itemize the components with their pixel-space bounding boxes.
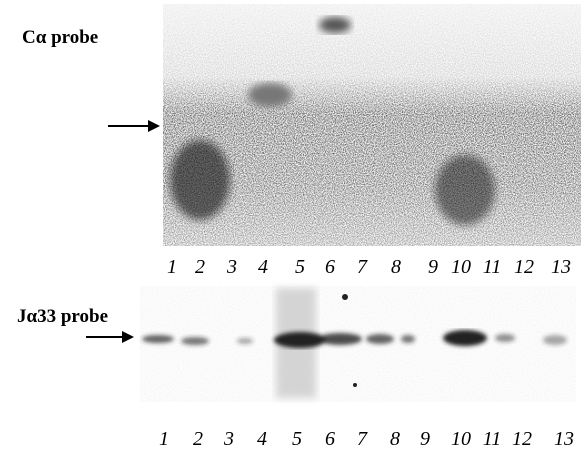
lane-label: 9 (420, 428, 430, 450)
lane-label: 13 (551, 256, 571, 278)
lane-label: 2 (195, 256, 205, 278)
lane-label: 2 (193, 428, 203, 450)
lane-label: 9 (428, 256, 438, 278)
lane-label: 11 (483, 256, 502, 278)
lane-label: 1 (167, 256, 177, 278)
lane-label: 7 (357, 428, 368, 450)
lane-label: 4 (257, 428, 267, 450)
lane-label: 5 (295, 256, 305, 278)
arrow-head (148, 120, 160, 132)
lane-label: 4 (258, 256, 268, 278)
lane-label: 8 (390, 428, 400, 450)
lane-label: 1 (159, 428, 169, 450)
lane-label: 3 (223, 428, 234, 450)
gel-top (163, 4, 581, 246)
lane-label: 6 (325, 428, 335, 450)
probe-label: Cα probe (22, 27, 98, 48)
probe-label: Jα33 probe (17, 306, 108, 327)
gel-bottom (140, 286, 576, 402)
lane-label: 8 (391, 256, 401, 278)
lane-label: 12 (514, 256, 534, 278)
lane-label: 12 (512, 428, 532, 450)
lane-label: 7 (357, 256, 368, 278)
lane-labels: 1 2 3 4 5 6 7 8 9 10 11 12 131 2 3 4 5 6 7 8 9 10 11 12 13 (159, 256, 574, 450)
lane-label: 6 (325, 256, 335, 278)
arrow-head (122, 331, 134, 343)
lane-label: 5 (292, 428, 302, 450)
lane-label: 10 (451, 428, 471, 450)
lane-label: 3 (226, 256, 237, 278)
lane-label: 10 (451, 256, 471, 278)
lane-label: 13 (554, 428, 574, 450)
lane-label: 11 (483, 428, 502, 450)
